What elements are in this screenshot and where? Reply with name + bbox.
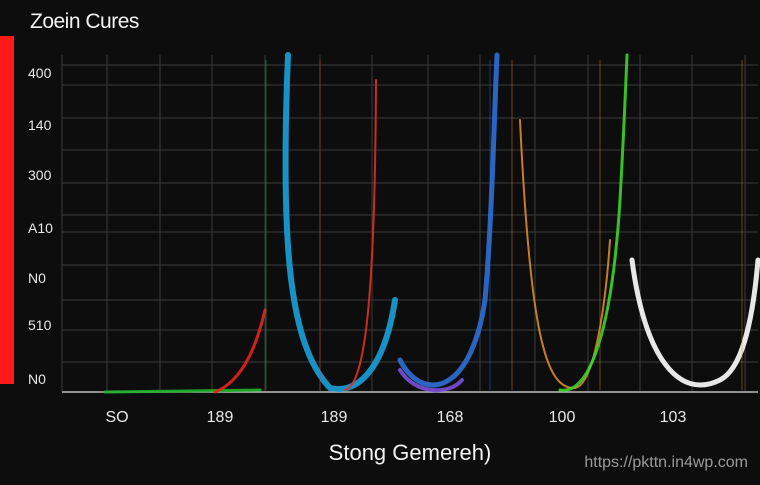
curve-line-1 [213, 308, 267, 394]
x-tick-label: 100 [549, 409, 576, 426]
y-tick-label: N0 [28, 371, 46, 387]
curve-line-6 [519, 119, 611, 390]
y-tick-label: 510 [28, 317, 52, 333]
x-tick-label: 103 [660, 409, 687, 426]
chart-title: Zoein Cures [30, 10, 139, 33]
x-axis-label: Stong Gemereh) [328, 440, 492, 465]
curve-line-0 [103, 388, 262, 394]
curve-line-2 [282, 52, 398, 392]
x-tick-label: 168 [437, 409, 464, 426]
y-tick-label: A10 [28, 220, 53, 236]
curve-line-8 [629, 257, 760, 388]
curve-line-7 [558, 53, 629, 392]
curve-line-5 [398, 368, 464, 393]
x-tick-label: 189 [321, 409, 348, 426]
accent-bar [0, 36, 14, 384]
y-tick-label: 140 [28, 117, 52, 133]
y-tick-label: N0 [28, 270, 46, 286]
watermark: https://pkttn.in4wp.com [584, 454, 748, 471]
curve-line-4 [397, 52, 500, 388]
y-tick-label: 300 [28, 167, 52, 183]
x-tick-label: 189 [207, 409, 234, 426]
y-tick-label: 400 [28, 65, 52, 81]
x-tick-label: SO [105, 409, 128, 426]
curve-line-3 [344, 79, 377, 391]
